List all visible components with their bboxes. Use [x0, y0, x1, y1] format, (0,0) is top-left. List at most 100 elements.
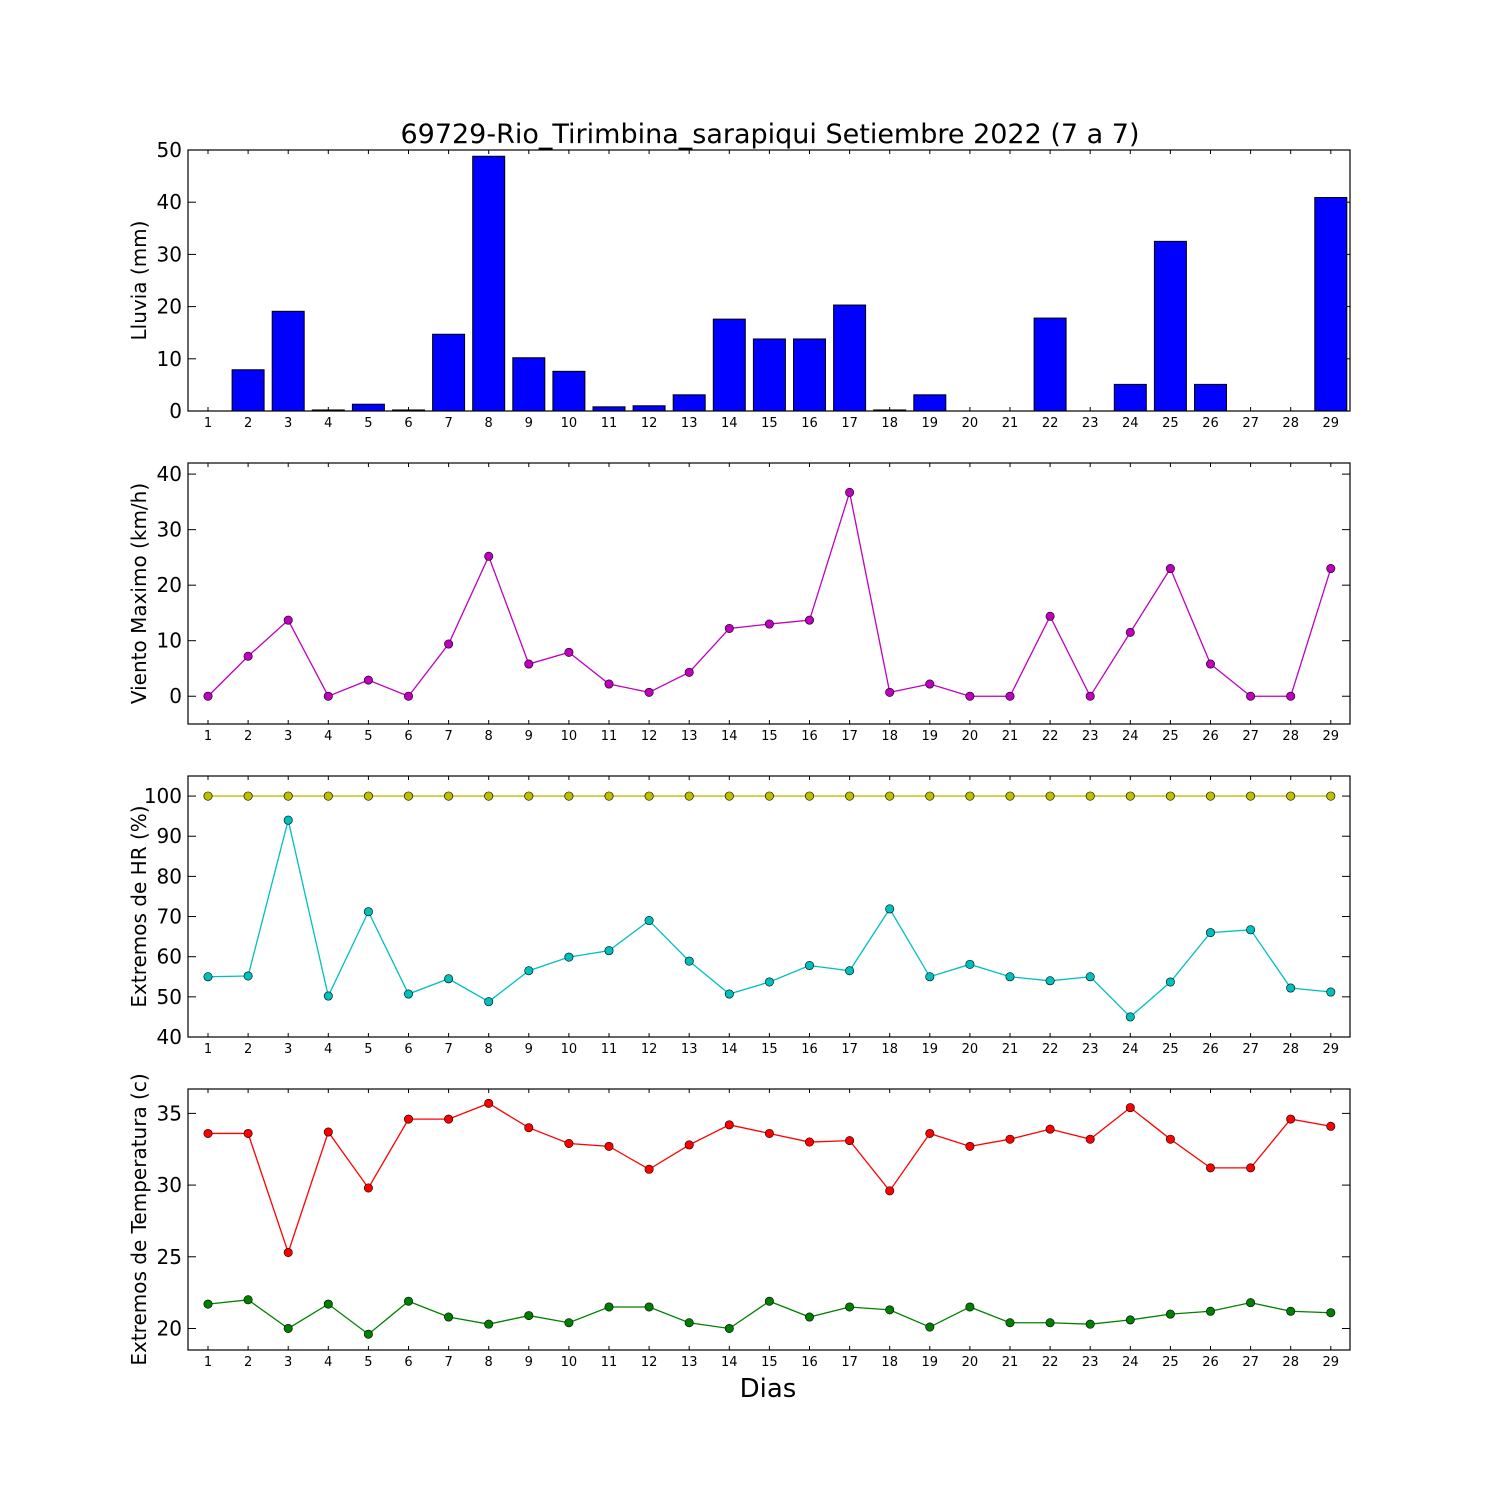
x-tick-label: 5 — [364, 1042, 372, 1057]
data-point — [885, 791, 895, 801]
data-point — [764, 619, 774, 629]
data-point — [323, 791, 333, 801]
data-point — [243, 651, 253, 661]
y-tick-label: 20 — [157, 295, 182, 319]
x-tick-label: 4 — [324, 1355, 332, 1370]
y-tick-label: 40 — [157, 1025, 182, 1049]
data-point — [323, 991, 333, 1001]
x-tick-label: 7 — [444, 416, 452, 431]
x-tick-label: 24 — [1122, 416, 1139, 431]
y-tick-label: 25 — [157, 1245, 182, 1269]
data-point — [1045, 976, 1055, 986]
x-tick-label: 4 — [324, 1042, 332, 1057]
data-point — [1246, 791, 1256, 801]
x-tick-label: 12 — [641, 1355, 658, 1370]
data-point — [845, 1136, 855, 1146]
bar — [432, 333, 466, 412]
x-tick-label: 16 — [801, 1355, 818, 1370]
data-point — [804, 791, 814, 801]
y-tick-label: 20 — [157, 1316, 182, 1340]
x-tick-label: 7 — [444, 1355, 452, 1370]
data-point — [1125, 627, 1135, 637]
bar — [672, 394, 706, 412]
x-tick-label: 6 — [404, 729, 412, 744]
x-tick-label: 9 — [525, 729, 533, 744]
data-point — [804, 1137, 814, 1147]
y-tick-label: 20 — [157, 573, 182, 597]
data-point — [764, 791, 774, 801]
bar — [1153, 240, 1187, 412]
data-point — [965, 791, 975, 801]
x-tick-label: 5 — [364, 416, 372, 431]
x-tick-label: 23 — [1082, 1355, 1099, 1370]
data-point — [1206, 1306, 1216, 1316]
x-tick-label: 20 — [962, 416, 979, 431]
data-point — [203, 691, 213, 701]
data-point — [1246, 1163, 1256, 1173]
data-point — [1045, 1318, 1055, 1328]
x-tick-label: 1 — [204, 1355, 212, 1370]
data-point — [1286, 983, 1296, 993]
x-tick-label: 12 — [641, 1042, 658, 1057]
x-tick-label: 16 — [801, 416, 818, 431]
bar — [712, 318, 746, 412]
data-point — [1045, 791, 1055, 801]
x-tick-label: 3 — [284, 729, 292, 744]
bar — [351, 403, 385, 412]
plot-frame — [187, 775, 1351, 1038]
data-point — [1326, 1308, 1336, 1318]
x-tick-label: 20 — [962, 1042, 979, 1057]
data-point — [804, 615, 814, 625]
data-point — [243, 791, 253, 801]
data-point — [564, 1138, 574, 1148]
x-tick-label: 19 — [922, 1042, 939, 1057]
x-tick-label: 19 — [922, 1355, 939, 1370]
data-point — [1085, 791, 1095, 801]
y-axis-label: Viento Maximo (km/h) — [127, 483, 151, 704]
x-tick-label: 29 — [1323, 416, 1340, 431]
x-tick-label: 25 — [1162, 416, 1179, 431]
data-point — [1246, 925, 1256, 935]
x-tick-label: 2 — [244, 729, 252, 744]
x-tick-label: 27 — [1242, 416, 1259, 431]
x-tick-label: 29 — [1323, 1042, 1340, 1057]
data-point — [524, 791, 534, 801]
y-tick-label: 50 — [157, 138, 182, 162]
x-tick-label: 9 — [525, 1355, 533, 1370]
plot-frame — [187, 149, 1351, 412]
data-point — [1005, 691, 1015, 701]
data-point — [1045, 1124, 1055, 1134]
data-point — [764, 977, 774, 987]
bar — [552, 370, 586, 412]
x-tick-label: 23 — [1082, 416, 1099, 431]
data-point — [1125, 1315, 1135, 1325]
x-tick-label: 1 — [204, 1042, 212, 1057]
data-point — [444, 791, 454, 801]
data-point — [885, 1305, 895, 1315]
data-point — [484, 791, 494, 801]
x-tick-label: 22 — [1042, 1042, 1059, 1057]
x-tick-label: 12 — [641, 729, 658, 744]
x-tick-label: 8 — [485, 416, 493, 431]
data-point — [1246, 1298, 1256, 1308]
data-point — [1286, 791, 1296, 801]
data-point — [484, 997, 494, 1007]
x-tick-label: 3 — [284, 416, 292, 431]
data-point — [524, 659, 534, 669]
x-tick-label: 24 — [1122, 1355, 1139, 1370]
x-tick-label: 26 — [1202, 729, 1219, 744]
bar — [271, 310, 305, 412]
data-point — [845, 966, 855, 976]
data-point — [363, 675, 373, 685]
data-point — [925, 679, 935, 689]
x-tick-label: 19 — [922, 729, 939, 744]
y-axis-label: Lluvia (mm) — [127, 221, 151, 341]
x-tick-label: 4 — [324, 416, 332, 431]
x-tick-label: 24 — [1122, 1042, 1139, 1057]
data-point — [724, 1323, 734, 1333]
x-tick-label: 24 — [1122, 729, 1139, 744]
data-point — [1165, 791, 1175, 801]
x-tick-label: 5 — [364, 1355, 372, 1370]
